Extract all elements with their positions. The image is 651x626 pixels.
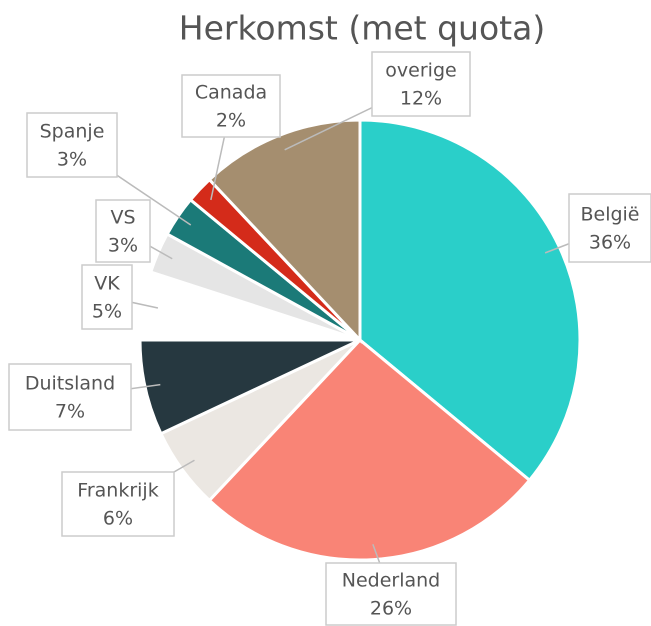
label-box xyxy=(81,264,133,330)
pie-slice xyxy=(207,337,532,562)
slice-value: 7% xyxy=(55,401,85,423)
label-box xyxy=(26,112,118,178)
slice-label: Frankrijk xyxy=(77,480,158,502)
label-box xyxy=(568,193,651,263)
slice-value: 6% xyxy=(103,508,133,530)
label-box xyxy=(61,471,175,537)
slice-label: VS xyxy=(110,207,135,229)
slice-value: 3% xyxy=(108,235,138,257)
label-box xyxy=(325,562,457,626)
label-box xyxy=(8,363,132,431)
slice-label: Nederland xyxy=(342,570,441,592)
slice-label: Canada xyxy=(195,82,267,104)
slice-value: 26% xyxy=(370,598,412,620)
label-box xyxy=(371,51,471,117)
slice-label: VK xyxy=(94,273,120,295)
slice-value: 36% xyxy=(589,232,631,254)
slice-label: Spanje xyxy=(40,121,105,143)
label-box xyxy=(181,74,281,138)
slice-label: België xyxy=(580,204,639,226)
slice-value: 12% xyxy=(400,88,442,110)
slice-value: 5% xyxy=(92,301,122,323)
slice-label: Duitsland xyxy=(25,373,115,395)
slice-label: overige xyxy=(385,60,456,82)
label-box xyxy=(95,199,151,263)
chart-title: Herkomst (met quota) xyxy=(179,9,545,48)
slice-value: 3% xyxy=(57,149,87,171)
slice-value: 2% xyxy=(216,110,246,132)
pie-slice xyxy=(358,118,582,483)
